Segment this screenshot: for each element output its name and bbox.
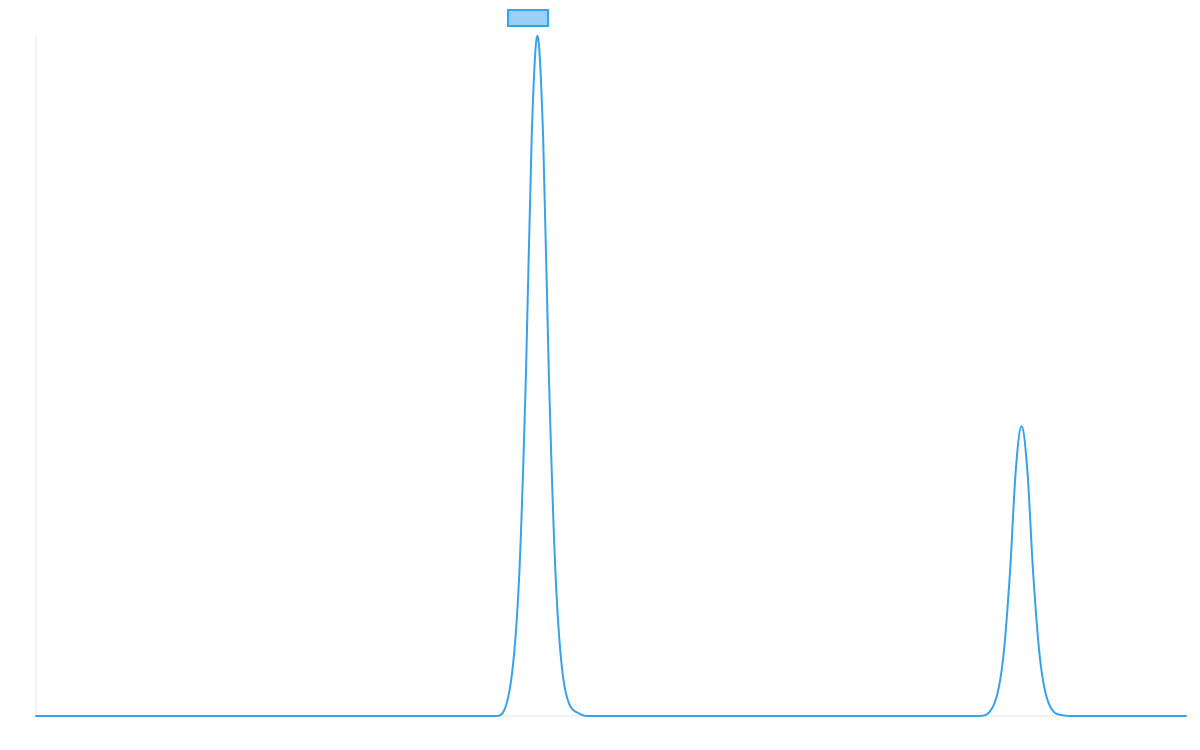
plot-area [35, 35, 1187, 718]
series-line-0 [35, 35, 1187, 718]
axes [35, 36, 1186, 717]
legend[interactable] [507, 9, 549, 27]
legend-swatch [507, 9, 549, 27]
legend-item-0[interactable] [507, 9, 549, 27]
